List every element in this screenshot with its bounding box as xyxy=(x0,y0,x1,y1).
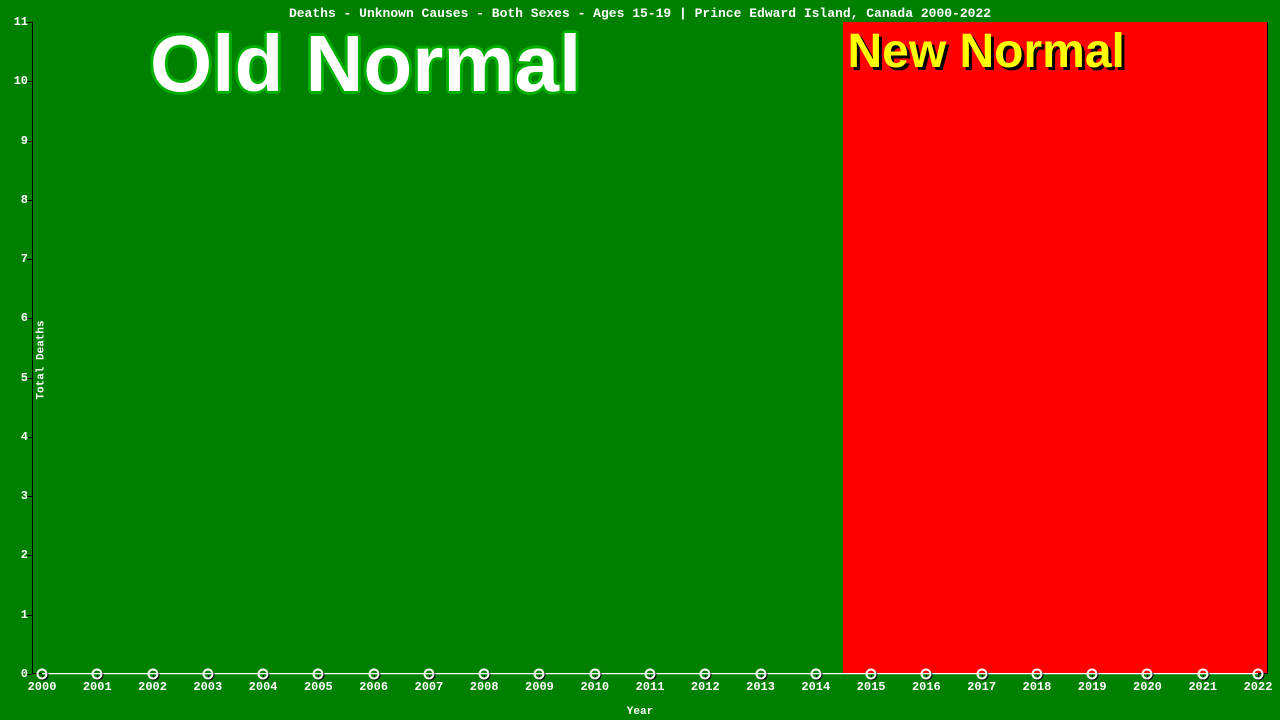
ytick-label: 4 xyxy=(0,430,28,444)
data-point xyxy=(202,669,213,680)
data-point xyxy=(423,669,434,680)
xtick-label: 2010 xyxy=(580,680,609,694)
xtick-label: 2017 xyxy=(967,680,996,694)
data-point xyxy=(479,669,490,680)
data-point xyxy=(921,669,932,680)
xtick-label: 2012 xyxy=(691,680,720,694)
data-point xyxy=(755,669,766,680)
data-point xyxy=(534,669,545,680)
region-new-normal xyxy=(843,22,1268,674)
data-point xyxy=(368,669,379,680)
line-segment xyxy=(871,673,926,675)
data-point xyxy=(1087,669,1098,680)
line-segment xyxy=(208,673,263,675)
annotation-new-normal: New Normal xyxy=(847,24,1124,79)
data-point xyxy=(589,669,600,680)
ytick-label: 2 xyxy=(0,548,28,562)
line-segment xyxy=(1037,673,1092,675)
y-axis-label: Total Deaths xyxy=(36,320,48,399)
line-segment xyxy=(429,673,484,675)
data-point xyxy=(1031,669,1042,680)
xtick-label: 2003 xyxy=(193,680,222,694)
xtick-label: 2014 xyxy=(801,680,830,694)
ytick-label: 6 xyxy=(0,311,28,325)
axis-line xyxy=(1267,22,1268,674)
data-point xyxy=(810,669,821,680)
region-old-normal xyxy=(32,22,843,674)
xtick-label: 2018 xyxy=(1023,680,1052,694)
line-segment xyxy=(1147,673,1202,675)
line-segment xyxy=(42,673,97,675)
xtick-label: 2008 xyxy=(470,680,499,694)
ytick-label: 8 xyxy=(0,193,28,207)
line-segment xyxy=(926,673,981,675)
xtick-label: 2020 xyxy=(1133,680,1162,694)
ytick-label: 1 xyxy=(0,608,28,622)
plot-area xyxy=(32,22,1268,674)
data-point xyxy=(866,669,877,680)
xtick-label: 2011 xyxy=(636,680,665,694)
annotation-old-normal: Old Normal xyxy=(150,18,581,110)
xtick-label: 2002 xyxy=(138,680,167,694)
data-point xyxy=(147,669,158,680)
chart-title: Deaths - Unknown Causes - Both Sexes - A… xyxy=(0,6,1280,21)
line-segment xyxy=(374,673,429,675)
xtick-label: 2019 xyxy=(1078,680,1107,694)
ytick-label: 9 xyxy=(0,134,28,148)
xtick-label: 2006 xyxy=(359,680,388,694)
data-point xyxy=(1142,669,1153,680)
line-segment xyxy=(153,673,208,675)
xtick-label: 2016 xyxy=(912,680,941,694)
xtick-label: 2021 xyxy=(1188,680,1217,694)
xtick-label: 2015 xyxy=(857,680,886,694)
data-point xyxy=(645,669,656,680)
ytick-label: 0 xyxy=(0,667,28,681)
line-segment xyxy=(595,673,650,675)
axis-line xyxy=(32,22,33,674)
line-segment xyxy=(318,673,373,675)
line-segment xyxy=(1203,673,1258,675)
line-segment xyxy=(816,673,871,675)
data-point xyxy=(92,669,103,680)
xtick-label: 2004 xyxy=(249,680,278,694)
line-segment xyxy=(650,673,705,675)
data-point xyxy=(700,669,711,680)
xtick-label: 2005 xyxy=(304,680,333,694)
line-segment xyxy=(263,673,318,675)
line-segment xyxy=(705,673,760,675)
line-segment xyxy=(982,673,1037,675)
xtick-label: 2001 xyxy=(83,680,112,694)
xtick-label: 2022 xyxy=(1244,680,1273,694)
line-segment xyxy=(539,673,594,675)
line-segment xyxy=(484,673,539,675)
data-point xyxy=(1197,669,1208,680)
data-point xyxy=(37,669,48,680)
line-segment xyxy=(761,673,816,675)
ytick-label: 10 xyxy=(0,74,28,88)
xtick-label: 2000 xyxy=(28,680,57,694)
xtick-label: 2013 xyxy=(746,680,775,694)
data-point xyxy=(258,669,269,680)
data-point xyxy=(313,669,324,680)
x-axis-label: Year xyxy=(627,706,653,718)
data-point xyxy=(1253,669,1264,680)
line-segment xyxy=(1092,673,1147,675)
ytick-label: 5 xyxy=(0,371,28,385)
xtick-label: 2007 xyxy=(415,680,444,694)
xtick-label: 2009 xyxy=(525,680,554,694)
data-point xyxy=(976,669,987,680)
ytick-label: 7 xyxy=(0,252,28,266)
ytick-label: 3 xyxy=(0,489,28,503)
line-segment xyxy=(97,673,152,675)
